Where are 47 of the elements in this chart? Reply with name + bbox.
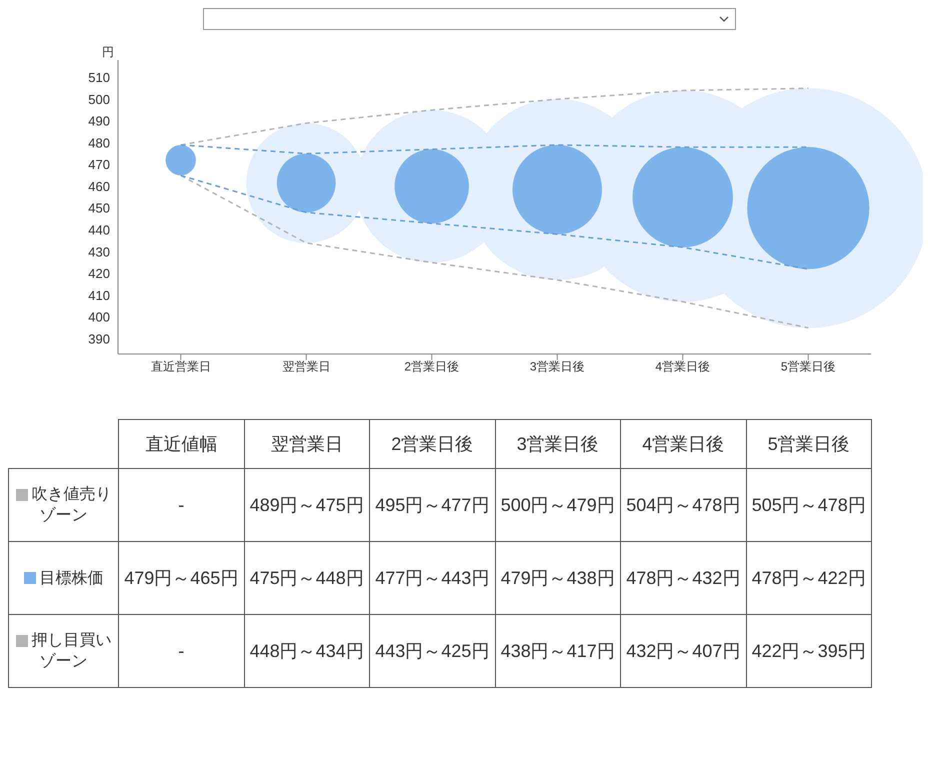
x-tick-label: 翌営業日 xyxy=(282,360,330,374)
data-label: - xyxy=(118,614,244,688)
category-label: 2営業日後 xyxy=(391,434,474,454)
category-label: 4営業日後 xyxy=(642,434,724,454)
data-label: 448円～434円 xyxy=(244,614,370,688)
data-label: 504円～478円 xyxy=(620,468,746,542)
y-tick-label: 390 xyxy=(88,331,110,346)
y-axis-title: 円 xyxy=(102,45,114,59)
data-label: 477円～443円 xyxy=(370,542,495,614)
y-tick-label: 450 xyxy=(88,200,110,216)
data-label: - xyxy=(118,468,244,542)
y-tick-label: 430 xyxy=(88,244,110,260)
data-label: 505円～478円 xyxy=(746,468,872,542)
data-label: 489円～475円 xyxy=(244,468,370,542)
x-tick-label: 5営業日後 xyxy=(780,360,836,374)
data-label: 432円～407円 xyxy=(620,614,746,688)
legend-label: 吹き値売りゾーン xyxy=(8,468,118,542)
text: 直近値幅 xyxy=(118,420,244,468)
data-label: 479円～465円 xyxy=(118,542,244,614)
y-tick-label: 400 xyxy=(88,310,110,325)
y-tick-label: 410 xyxy=(88,288,110,303)
data-label: 495円～477円 xyxy=(370,468,495,542)
data-label: 475円～448円 xyxy=(244,542,370,614)
category-label: 3営業日後 xyxy=(516,434,599,454)
category-label: 5営業日後 xyxy=(768,434,850,454)
y-tick-label: 460 xyxy=(88,178,110,194)
x-tick-label: 直近営業日 xyxy=(150,360,211,374)
data-label: 438円～417円 xyxy=(495,614,620,688)
y-tick-label: 470 xyxy=(88,157,110,172)
x-tick-label: 3営業日後 xyxy=(530,360,585,374)
data-label: 478円～422円 xyxy=(746,542,872,614)
data-label: 443円～425円 xyxy=(370,614,495,688)
y-tick-label: 480 xyxy=(88,135,110,150)
data-label: 422円～395円 xyxy=(746,614,872,688)
category-label: 翌営業日 xyxy=(270,434,343,454)
data-label: 478円～432円 xyxy=(620,542,746,614)
legend-label: 押し目買いゾーン xyxy=(8,614,118,688)
y-tick-label: 500 xyxy=(88,92,110,107)
y-tick-label: 440 xyxy=(88,222,110,238)
y-tick-label: 420 xyxy=(88,266,110,282)
x-tick-label: 2営業日後 xyxy=(404,360,460,374)
legend-label: 目標株価 xyxy=(8,542,118,614)
data-label: 479円～438円 xyxy=(495,542,620,614)
x-tick-label: 4営業日後 xyxy=(655,360,710,374)
data-label: 500円～479円 xyxy=(495,468,620,542)
y-tick-label: 510 xyxy=(88,70,110,86)
y-tick-label: 490 xyxy=(88,114,110,129)
